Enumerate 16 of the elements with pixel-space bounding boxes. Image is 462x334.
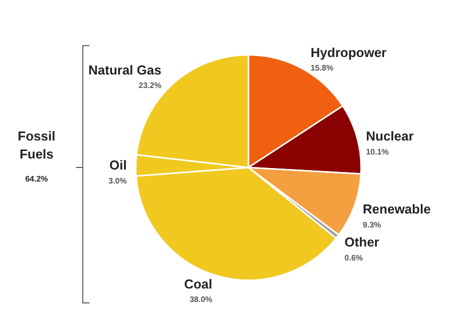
slice-label: Hydropower (310, 44, 386, 60)
data-label: 3.0% (108, 176, 127, 186)
text: Fossil Fuels (18, 128, 56, 162)
data-label: 15.8% (310, 64, 334, 73)
data-label: 23.2% (138, 81, 162, 90)
data-label: 9.3% (362, 220, 382, 230)
slice-label: Coal (184, 276, 212, 292)
slice-label: Other (344, 234, 380, 250)
slice-label: Oil (109, 158, 127, 173)
data-label: 0.6% (344, 253, 363, 262)
data-label: 10.1% (366, 147, 389, 156)
slice-label: Natural Gas (88, 62, 162, 78)
slice-label: Nuclear (366, 128, 414, 144)
text: 64.2% (25, 174, 48, 184)
slice-label: Renewable (362, 202, 431, 217)
data-label: 38.0% (190, 295, 212, 304)
